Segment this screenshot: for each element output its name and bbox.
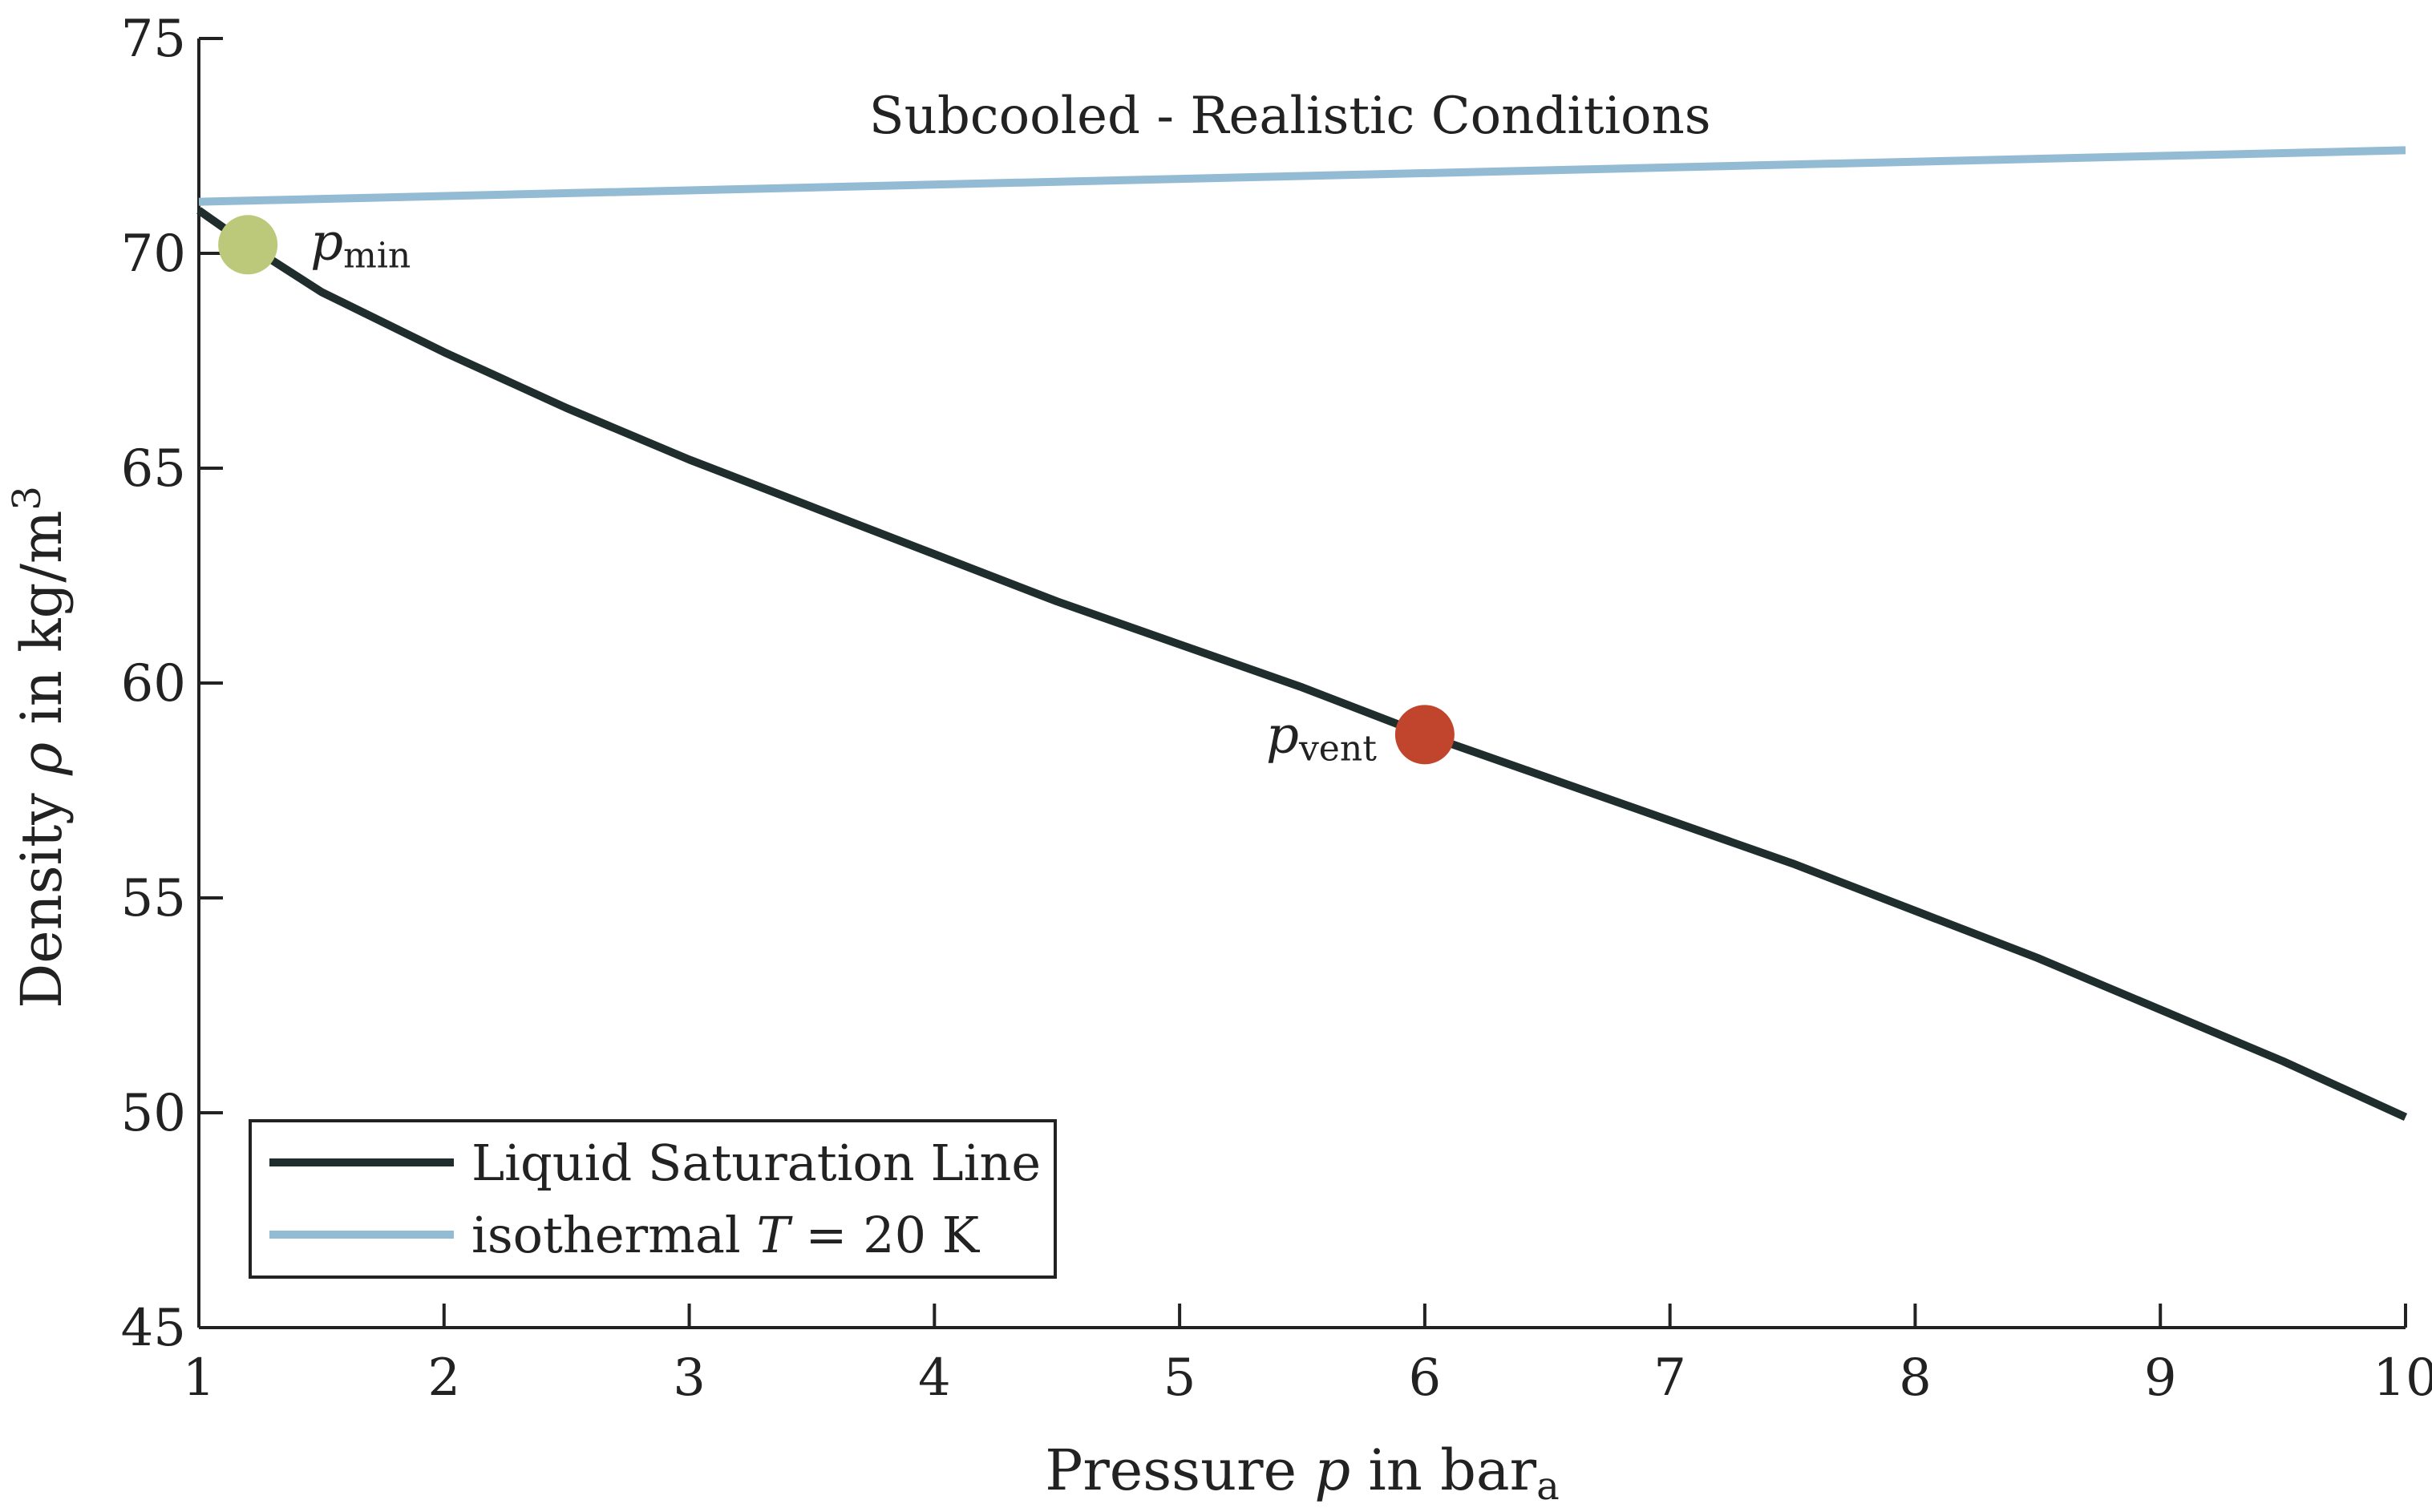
y-tick-label: 55 (121, 869, 186, 928)
y-tick-label: 70 (121, 224, 186, 284)
marker-group (218, 215, 1455, 765)
series-group (196, 146, 2408, 1121)
marker-label-pmin-sub: min (343, 235, 411, 276)
legend-box (249, 1119, 1057, 1279)
series-isothermal-line (198, 146, 2406, 206)
x-tick-label: 9 (2144, 1348, 2177, 1408)
y-tick-label: 60 (121, 654, 186, 714)
y-tick-label: 50 (121, 1084, 186, 1143)
marker-label-pvent: pvent (1266, 705, 1377, 769)
marker-label-pmin: pmin (310, 212, 411, 276)
x-tick-label: 10 (2373, 1348, 2432, 1408)
x-tick-label: 7 (1653, 1348, 1686, 1408)
legend: Liquid Saturation Line isothermal T = 20… (249, 1119, 1057, 1279)
x-axis-label: Pressure p in bara (1045, 1437, 1559, 1509)
x-tick-label: 1 (183, 1348, 216, 1408)
x-tick-label: 8 (1899, 1348, 1932, 1408)
marker-label-pvent-var: p (1266, 705, 1299, 765)
y-tick-label: 65 (121, 439, 186, 499)
y-axis-label: Density ρ in kg/m3 (5, 486, 75, 1009)
y-tick-label: 75 (121, 10, 186, 69)
x-tick-label: 2 (427, 1348, 460, 1408)
marker-label-pvent-sub: vent (1298, 728, 1377, 769)
x-tick-label: 3 (673, 1348, 706, 1408)
x-tick-label: 4 (918, 1348, 951, 1408)
marker-label-pmin-var: p (310, 212, 343, 272)
marker-pvent (1394, 705, 1455, 765)
x-tick-label: 5 (1163, 1348, 1196, 1408)
legend-label-isothermal: isothermal T = 20 K (471, 1206, 981, 1264)
y-tick-label: 45 (121, 1299, 186, 1358)
marker-pmin (218, 215, 278, 275)
annotation-subcooled: Subcooled - Realistic Conditions (869, 87, 1711, 146)
legend-label-saturation: Liquid Saturation Line (471, 1134, 1041, 1192)
x-tick-label: 6 (1409, 1348, 1442, 1408)
series-liquid-saturation-line (196, 207, 2408, 1121)
